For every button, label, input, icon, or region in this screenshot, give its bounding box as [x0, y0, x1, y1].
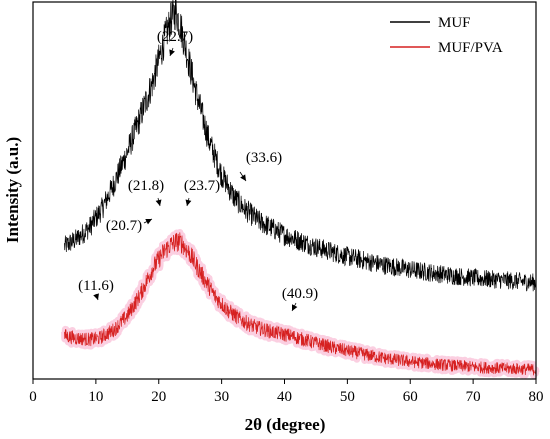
x-tick-label: 80 [529, 389, 544, 405]
x-axis-ticks: 0 10 20 30 40 50 60 70 80 [29, 379, 544, 405]
y-axis-title: Intensity (a.u.) [3, 137, 22, 243]
x-tick-label: 70 [466, 389, 481, 405]
x-tick-label: 30 [214, 389, 229, 405]
legend: MUF MUF/PVA [390, 15, 503, 56]
x-tick-label: 0 [29, 389, 37, 405]
peak-annotation-label: (33.6) [246, 150, 282, 166]
peak-annotation-label: (20.7) [106, 218, 142, 234]
legend-label-muf-pva: MUF/PVA [438, 40, 503, 56]
x-tick-label: 40 [277, 389, 292, 405]
peak-annotation-arrowhead [292, 304, 298, 311]
legend-label-muf: MUF [438, 15, 471, 31]
peak-annotation-label: (21.8) [128, 178, 164, 194]
series-line-muf [64, 0, 537, 292]
series-layer [60, 0, 540, 379]
x-axis-title: 2θ (degree) [245, 415, 326, 434]
peak-annotation-arrowhead [145, 219, 152, 225]
peak-annotation-label: (11.6) [78, 278, 114, 294]
annotation-layer: (22.7) (33.6) (21.8) (23.7) (20.7) (11.6) (40.… [78, 29, 318, 312]
peak-annotation-label: (22.7) [157, 29, 193, 45]
peak-annotation-label: (40.9) [282, 286, 318, 302]
peak-annotation-arrowhead [240, 174, 246, 181]
x-tick-label: 10 [88, 389, 103, 405]
series-line-muf-pva [64, 232, 537, 376]
x-tick-label: 50 [340, 389, 355, 405]
peak-annotation-label: (23.7) [184, 178, 220, 194]
peak-annotation-arrowhead [169, 49, 175, 56]
peak-annotation-arrowhead [155, 199, 162, 206]
x-tick-label: 60 [403, 389, 418, 405]
peak-annotation-arrowhead [93, 293, 99, 300]
peak-annotation-arrowhead [185, 199, 192, 206]
x-tick-label: 20 [151, 389, 166, 405]
